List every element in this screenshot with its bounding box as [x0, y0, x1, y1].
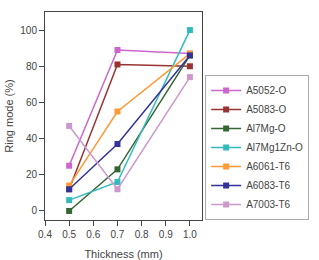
svg-text:80: 80 [26, 61, 38, 72]
svg-text:1.0: 1.0 [183, 229, 197, 240]
svg-text:A7003-T6: A7003-T6 [246, 199, 290, 210]
svg-text:A5083-O: A5083-O [246, 104, 286, 115]
svg-text:A6083-T6: A6083-T6 [246, 180, 290, 191]
svg-text:Al7Mg-O: Al7Mg-O [246, 123, 286, 134]
svg-text:0.4: 0.4 [38, 229, 52, 240]
svg-text:100: 100 [20, 25, 37, 36]
svg-text:0.7: 0.7 [111, 229, 125, 240]
svg-text:0.9: 0.9 [159, 229, 173, 240]
svg-text:0.5: 0.5 [62, 229, 76, 240]
svg-text:40: 40 [26, 133, 38, 144]
svg-text:20: 20 [26, 169, 38, 180]
svg-text:Thickness (mm): Thickness (mm) [84, 248, 162, 260]
svg-text:A5052-O: A5052-O [246, 85, 286, 96]
svg-text:60: 60 [26, 97, 38, 108]
svg-text:Ring mode (%): Ring mode (%) [3, 79, 15, 152]
svg-text:0.6: 0.6 [86, 229, 100, 240]
svg-text:0.8: 0.8 [135, 229, 149, 240]
svg-text:A6061-T6: A6061-T6 [246, 161, 290, 172]
svg-text:0: 0 [31, 205, 37, 216]
svg-text:Al7Mg1Zn-O: Al7Mg1Zn-O [246, 142, 303, 153]
